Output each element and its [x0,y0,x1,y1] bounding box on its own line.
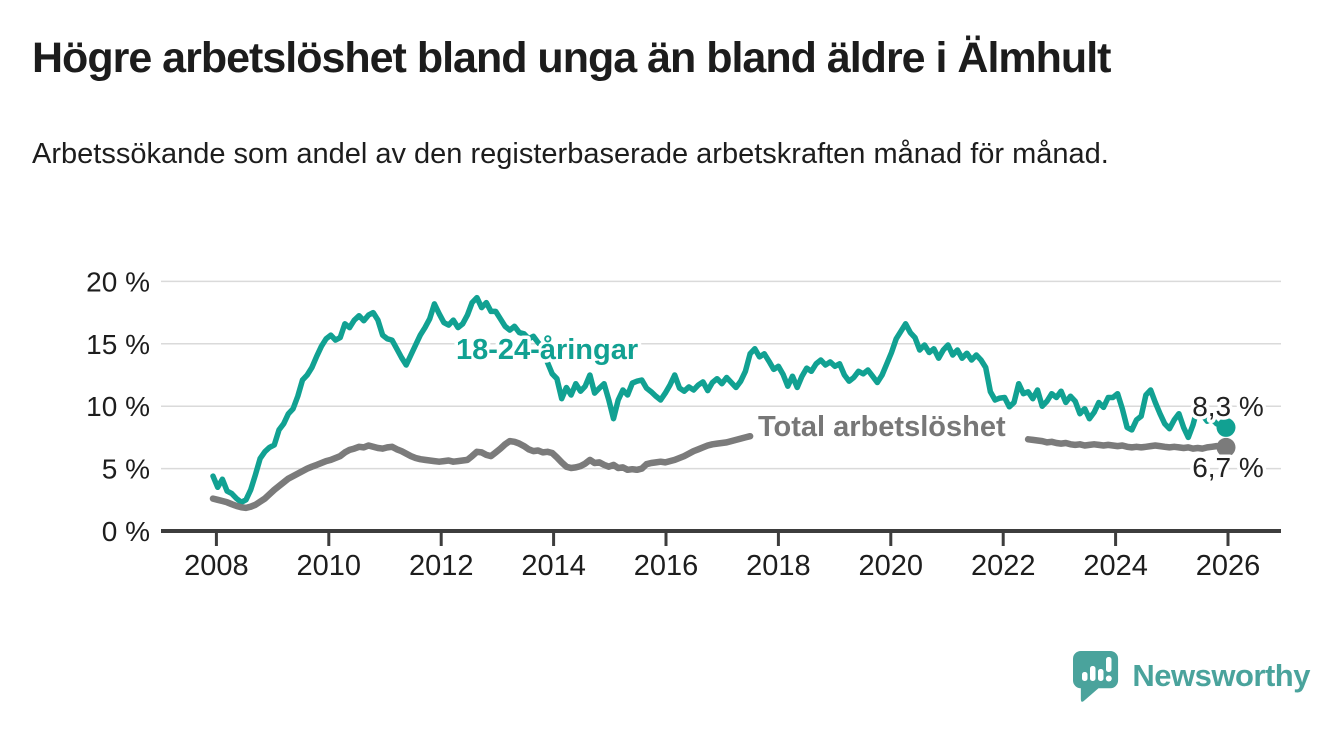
series-line-young [210,294,1229,506]
line-chart: 0 % 5 % 10 % 15 % 20 % 2008 2010 2012 2014 2016 20… [86,266,1281,582]
series-end-dot-total [1216,437,1236,457]
x-tick-label: 2014 [521,550,586,582]
x-tick-label: 2020 [859,550,924,582]
page-title: Högre arbetslöshet bland unga än bland ä… [32,34,1111,82]
x-tick-label: 2022 [971,550,1036,582]
series-end-dot-young [1216,417,1236,437]
x-tick-label: 2012 [409,550,474,582]
data-lines [209,294,1236,512]
series-line-total [209,432,1230,512]
x-tick-label: 2026 [1196,550,1261,582]
end-value-label-young: 8,3 % [1192,391,1264,422]
y-tick-label: 15 % [86,329,150,360]
x-tick-label: 2008 [184,550,249,582]
x-axis [161,529,1281,546]
y-tick-label: 20 % [86,266,150,297]
end-value-label-total: 6,7 % [1192,452,1264,483]
newsworthy-logo: Newsworthy [1073,650,1310,702]
x-tick-label: 2016 [634,550,699,582]
x-tick-label: 2018 [746,550,811,582]
y-tick-label: 10 % [86,391,150,422]
y-tick-label: 5 % [102,454,150,485]
brand-name: Newsworthy [1132,658,1310,693]
chart-speech-bubble-icon [1073,651,1119,702]
series-label-young: 18-24-åringar [456,334,638,366]
axis-labels: 0 % 5 % 10 % 15 % 20 % 2008 2010 2012 2014 2016 20… [86,266,1260,582]
x-tick-label: 2024 [1083,550,1148,582]
y-tick-label: 0 % [102,516,150,547]
page-subtitle: Arbetssökande som andel av den registerb… [32,138,1109,170]
series-label-total: Total arbetslöshet [758,411,1006,443]
x-tick-label: 2010 [297,550,362,582]
